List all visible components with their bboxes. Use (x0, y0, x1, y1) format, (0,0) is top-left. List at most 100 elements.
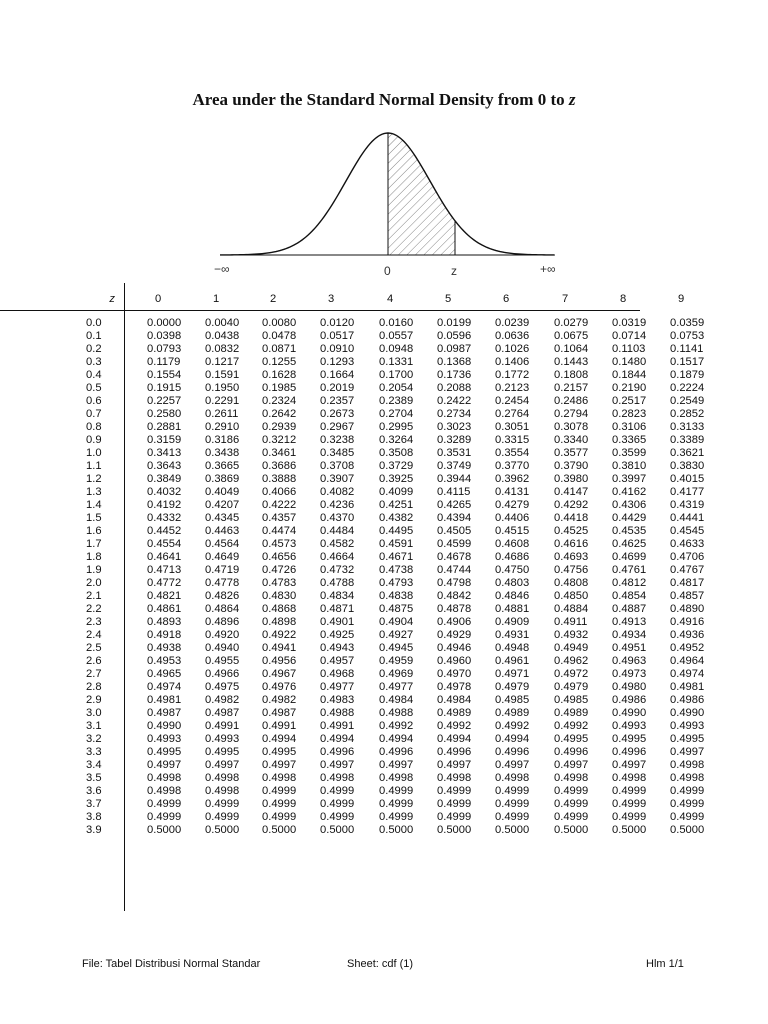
column-header: 5 (445, 293, 452, 305)
table-cell: 0.4998 (262, 772, 297, 784)
table-cell: 0.4997 (495, 759, 530, 771)
z-value: 0.3 (86, 356, 102, 368)
table-cell: 0.4999 (379, 811, 414, 823)
z-value: 0.1 (86, 330, 102, 342)
table-cell: 0.3212 (262, 434, 297, 446)
table-cell: 0.1985 (262, 382, 297, 394)
table-cell: 0.4971 (495, 668, 530, 680)
table-cell: 0.4484 (320, 525, 355, 537)
table-row: 2.2 0.4861 0.4864 0.4868 0.4871 0.4875 0.4878 0… (70, 603, 710, 616)
table-cell: 0.4996 (379, 746, 414, 758)
table-cell: 0.4999 (612, 785, 647, 797)
table-cell: 0.4999 (495, 785, 530, 797)
table-cell: 0.4901 (320, 616, 355, 628)
table-cell: 0.3790 (554, 460, 589, 472)
table-cell: 0.4345 (205, 512, 240, 524)
table-cell: 0.4591 (379, 538, 414, 550)
z-value: 2.5 (86, 642, 102, 654)
table-row: 0.8 0.2881 0.2910 0.2939 0.2967 0.2995 0.3023 0… (70, 421, 710, 434)
table-cell: 0.4990 (612, 707, 647, 719)
table-row: 2.4 0.4918 0.4920 0.4922 0.4925 0.4927 0.4929 0… (70, 629, 710, 642)
table-cell: 0.4997 (379, 759, 414, 771)
table-cell: 0.4207 (205, 499, 240, 511)
table-cell: 0.4932 (554, 629, 589, 641)
table-cell: 0.3389 (670, 434, 705, 446)
table-cell: 0.4904 (379, 616, 414, 628)
table-cell: 0.4931 (495, 629, 530, 641)
table-cell: 0.2389 (379, 395, 414, 407)
table-cell: 0.4131 (495, 486, 530, 498)
table-cell: 0.4999 (147, 798, 182, 810)
table-cell: 0.3665 (205, 460, 240, 472)
table-cell: 0.2190 (612, 382, 647, 394)
table-cell: 0.4956 (262, 655, 297, 667)
table-cell: 0.1844 (612, 369, 647, 381)
table-cell: 0.4999 (379, 798, 414, 810)
neg-infinity-label: −∞ (214, 262, 230, 276)
table-cell: 0.4656 (262, 551, 297, 563)
table-cell: 0.4846 (495, 590, 530, 602)
table-cell: 0.4984 (379, 694, 414, 706)
table-cell: 0.4699 (612, 551, 647, 563)
table-cell: 0.0239 (495, 317, 530, 329)
table-cell: 0.4875 (379, 603, 414, 615)
table-cell: 0.2224 (670, 382, 705, 394)
table-cell: 0.4993 (147, 733, 182, 745)
table-cell: 0.4664 (320, 551, 355, 563)
z-value: 3.7 (86, 798, 102, 810)
table-cell: 0.1700 (379, 369, 414, 381)
table-row: 1.3 0.4032 0.4049 0.4066 0.4082 0.4099 0.4115 0… (70, 486, 710, 499)
table-cell: 0.0279 (554, 317, 589, 329)
table-cell: 0.1103 (612, 343, 646, 355)
table-cell: 0.0557 (379, 330, 414, 342)
table-row: 1.5 0.4332 0.4345 0.4357 0.4370 0.4382 0.4394 0… (70, 512, 710, 525)
table-cell: 0.4803 (495, 577, 530, 589)
table-cell: 0.2673 (320, 408, 355, 420)
table-cell: 0.0832 (205, 343, 240, 355)
table-cell: 0.4821 (147, 590, 182, 602)
table-cell: 0.4981 (147, 694, 182, 706)
table-cell: 0.4761 (612, 564, 647, 576)
table-cell: 0.1950 (205, 382, 240, 394)
table-cell: 0.1879 (670, 369, 705, 381)
table-cell: 0.5000 (437, 824, 472, 836)
table-cell: 0.0948 (379, 343, 414, 355)
table-cell: 0.4881 (495, 603, 530, 615)
table-row: 3.1 0.4990 0.4991 0.4991 0.4991 0.4992 0.4992 0… (70, 720, 710, 733)
table-cell: 0.3315 (495, 434, 530, 446)
table-cell: 0.4788 (320, 577, 355, 589)
table-cell: 0.5000 (320, 824, 355, 836)
table-cell: 0.4999 (554, 785, 589, 797)
z-value: 0.0 (86, 317, 102, 329)
z-value: 3.4 (86, 759, 102, 771)
table-cell: 0.4495 (379, 525, 414, 537)
table-cell: 0.0753 (670, 330, 705, 342)
table-cell: 0.4998 (147, 785, 182, 797)
table-cell: 0.4893 (147, 616, 182, 628)
table-cell: 0.4834 (320, 590, 355, 602)
table-cell: 0.4633 (670, 538, 705, 550)
table-cell: 0.3997 (612, 473, 647, 485)
table-cell: 0.3749 (437, 460, 472, 472)
table-cell: 0.3078 (554, 421, 589, 433)
table-row: 1.6 0.4452 0.4463 0.4474 0.4484 0.4495 0.4505 0… (70, 525, 710, 538)
table-cell: 0.4756 (554, 564, 589, 576)
table-cell: 0.3289 (437, 434, 472, 446)
table-cell: 0.2054 (379, 382, 414, 394)
table-cell: 0.4099 (379, 486, 414, 498)
table-cell: 0.4991 (262, 720, 297, 732)
table-cell: 0.4772 (147, 577, 182, 589)
table-cell: 0.4864 (205, 603, 240, 615)
table-cell: 0.4999 (554, 798, 589, 810)
z-value: 3.8 (86, 811, 102, 823)
table-cell: 0.4999 (612, 798, 647, 810)
z-value: 1.3 (86, 486, 102, 498)
table-cell: 0.3770 (495, 460, 530, 472)
table-row: 2.8 0.4974 0.4975 0.4976 0.4977 0.4977 0.4978 0… (70, 681, 710, 694)
table-cell: 0.4999 (320, 811, 355, 823)
table-cell: 0.4554 (147, 538, 182, 550)
table-row: 1.9 0.4713 0.4719 0.4726 0.4732 0.4738 0.4744 0… (70, 564, 710, 577)
table-row: 1.8 0.4641 0.4649 0.4656 0.4664 0.4671 0.4678 0… (70, 551, 710, 564)
table-cell: 0.2852 (670, 408, 705, 420)
table-cell: 0.4306 (612, 499, 647, 511)
